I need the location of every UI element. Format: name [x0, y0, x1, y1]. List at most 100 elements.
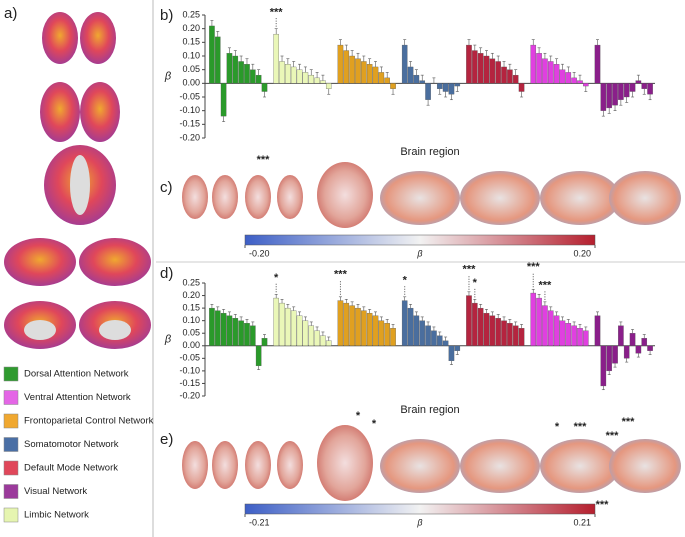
- bar: [343, 50, 350, 84]
- bar: [612, 345, 618, 364]
- significance-star: *: [274, 272, 279, 284]
- bar: [583, 83, 589, 87]
- y-tick-label: -0.10: [179, 105, 200, 115]
- atlas-brains: [4, 12, 151, 349]
- y-tick-label: 0.20: [182, 23, 200, 33]
- bar: [250, 69, 256, 84]
- bar: [378, 72, 385, 84]
- bar: [477, 53, 484, 84]
- bar: [209, 25, 215, 84]
- bar: [501, 66, 507, 84]
- bar: [366, 64, 373, 84]
- bar: [419, 320, 426, 346]
- colorbar-symbol: β: [416, 248, 422, 258]
- bar: [361, 310, 367, 346]
- bar: [296, 315, 303, 346]
- bar: [302, 72, 309, 84]
- bar: [436, 83, 443, 89]
- bar: [226, 315, 233, 346]
- colorbar-label: 0.20: [573, 248, 591, 258]
- y-tick-label: 0.25: [182, 277, 200, 287]
- bar: [559, 320, 566, 346]
- bar: [600, 83, 607, 111]
- y-tick-label: 0.25: [182, 9, 200, 19]
- bar: [401, 300, 408, 346]
- significance-star: ***: [463, 264, 477, 276]
- panel-label: d): [160, 265, 173, 282]
- bar: [250, 325, 256, 346]
- y-tick-label: 0.00: [182, 78, 200, 88]
- bar: [413, 74, 420, 84]
- bar: [542, 58, 548, 84]
- bar: [413, 315, 420, 346]
- bar: [565, 72, 572, 84]
- bar: [325, 83, 332, 89]
- legend-swatch: [3, 390, 19, 405]
- colorbar-symbol: β: [416, 517, 422, 527]
- legend-swatch: [3, 366, 19, 382]
- bar: [314, 77, 320, 84]
- bar: [226, 53, 233, 84]
- bar: [501, 320, 507, 346]
- bar: [407, 307, 414, 346]
- bar: [255, 74, 262, 84]
- bar: [635, 345, 642, 354]
- bar: [530, 44, 537, 84]
- bar: [635, 80, 642, 84]
- significance-star: ***: [334, 269, 348, 281]
- legend-swatch: [3, 413, 19, 429]
- bar: [390, 83, 396, 89]
- bar: [618, 83, 624, 100]
- bar: [530, 292, 537, 346]
- bar: [232, 55, 239, 84]
- bar: [320, 335, 326, 346]
- y-tick-label: -0.15: [179, 119, 200, 129]
- y-tick-label: -0.20: [179, 132, 200, 142]
- significance-star: *: [473, 277, 478, 289]
- bar: [536, 297, 542, 346]
- y-tick-label: 0.15: [182, 37, 200, 47]
- bar: [629, 83, 636, 92]
- y-tick-label: 0.00: [182, 340, 200, 350]
- panel-label: c): [160, 179, 173, 196]
- bar: [583, 330, 589, 346]
- bar: [308, 325, 315, 346]
- bar: [214, 310, 221, 346]
- bar: [507, 69, 513, 84]
- bar: [378, 320, 385, 346]
- colorbar: [244, 503, 596, 515]
- bar: [594, 315, 601, 346]
- y-tick-label: 0.20: [182, 290, 200, 300]
- x-axis-label: Brain region: [400, 146, 459, 158]
- bar: [390, 328, 396, 346]
- bar: [325, 340, 332, 346]
- bar: [337, 44, 344, 84]
- legend-swatch: [3, 507, 19, 523]
- bar: [466, 44, 472, 84]
- bar: [244, 323, 250, 346]
- y-tick-label: 0.15: [182, 302, 200, 312]
- bar: [384, 77, 390, 84]
- significance-star: *: [555, 421, 560, 433]
- bar: [442, 83, 449, 92]
- bar: [512, 325, 519, 346]
- significance-star: ***: [606, 430, 620, 442]
- y-tick-label: 0.05: [182, 64, 200, 74]
- legend-label: Frontoparietal Control Network: [24, 416, 154, 427]
- bar: [641, 83, 648, 89]
- bar: [273, 33, 279, 84]
- bar: [466, 295, 472, 346]
- bar: [361, 61, 367, 84]
- bar: [349, 305, 355, 346]
- bar: [290, 66, 297, 84]
- bar: [477, 307, 484, 346]
- colorbar-label: -0.21: [249, 517, 270, 527]
- bar: [518, 83, 525, 92]
- bar: [279, 61, 285, 84]
- significance-star: ***: [270, 7, 284, 19]
- bar: [507, 323, 513, 346]
- bar: [612, 83, 618, 106]
- colorbar: [244, 234, 596, 246]
- significance-star: ***: [622, 416, 636, 428]
- bar: [495, 318, 501, 346]
